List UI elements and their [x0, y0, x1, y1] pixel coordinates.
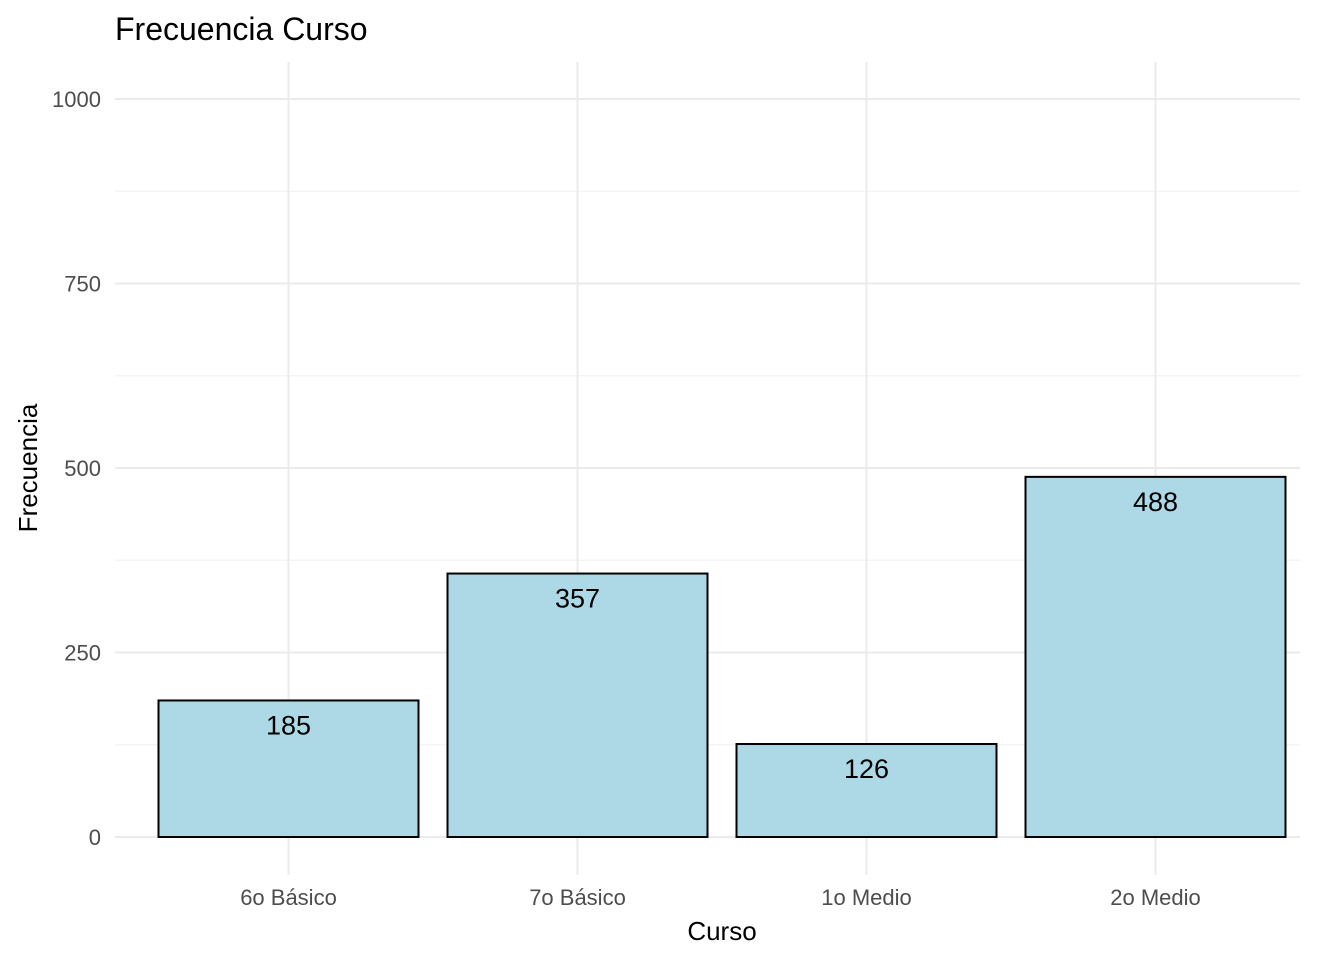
- chart-title: Frecuencia Curso: [115, 11, 368, 47]
- y-axis-ticks: 0 250 500 750 1000: [52, 87, 101, 850]
- bars: [157, 475, 1287, 839]
- bar: [735, 743, 998, 839]
- y-tick-label: 250: [64, 641, 101, 666]
- bar-value-label: 185: [266, 710, 311, 740]
- y-tick-label: 750: [64, 272, 101, 297]
- x-axis-ticks: 6o Básico 7o Básico 1o Medio 2o Medio: [240, 885, 1201, 910]
- bar-value-label: 488: [1133, 487, 1178, 517]
- y-tick-label: 1000: [52, 87, 101, 112]
- bar: [446, 572, 709, 838]
- data-labels: 185 357 126 488: [266, 487, 1178, 784]
- y-axis-title: Frecuencia: [13, 403, 43, 532]
- y-tick-label: 500: [64, 456, 101, 481]
- x-tick-label: 1o Medio: [821, 885, 912, 910]
- bar: [1024, 475, 1287, 838]
- x-tick-label: 7o Básico: [529, 885, 626, 910]
- bar: [157, 699, 420, 838]
- x-tick-label: 2o Medio: [1110, 885, 1201, 910]
- bar-value-label: 357: [555, 584, 600, 614]
- x-axis-title: Curso: [687, 916, 756, 946]
- y-tick-label: 0: [89, 825, 101, 850]
- bar-value-label: 126: [844, 754, 889, 784]
- x-tick-label: 6o Básico: [240, 885, 337, 910]
